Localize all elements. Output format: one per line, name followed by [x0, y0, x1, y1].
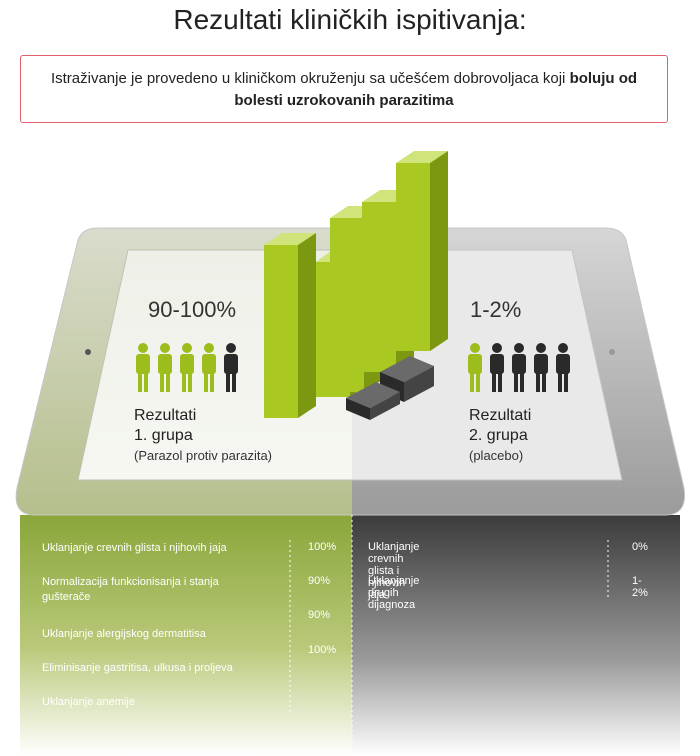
tablet-home-button-icon: [609, 349, 615, 355]
placebo-blocks: [346, 356, 434, 420]
table-row-value: 0%: [632, 541, 648, 553]
page-title: Rezultati kliničkih ispitivanja:: [173, 4, 527, 35]
person-icon: [136, 343, 150, 392]
group2-sublabel: (placebo): [469, 448, 524, 463]
notice-bold-text: boluju od bolesti uzrokovanih parazitima: [234, 70, 638, 109]
table-row-value: 100%: [308, 644, 337, 656]
table-row-label: Uklanjanje crevnih glista i njihovih jaj…: [368, 541, 420, 601]
left-results-panel: [20, 515, 352, 756]
person-icon: [468, 343, 482, 392]
person-icon: [556, 343, 570, 392]
group1-sublabel: (Parazol protiv parazita): [134, 448, 272, 463]
group2-label-line2: 2. grupa: [469, 427, 528, 444]
table-row-label: Eliminisanje gastritisa, ulkusa i prolje…: [42, 662, 233, 674]
table-row-label: Uklanjanje alergijskog dermatitisa: [42, 628, 206, 640]
person-icon: [180, 343, 194, 392]
table-row-label: Normalizacija funkcionisanja i stanja gu…: [42, 576, 219, 603]
person-icon: [490, 343, 504, 392]
table-row-value: 90%: [308, 575, 331, 587]
person-icon: [158, 343, 172, 392]
group2-label: Rezultati 2. grupa (placebo): [469, 406, 531, 466]
group2-people-icons: [468, 343, 570, 392]
group2-percent: 1-2%: [470, 297, 522, 322]
bar-chart-3d: [264, 151, 448, 418]
group2-label-line1: Rezultati: [469, 407, 532, 424]
study-notice: Istraživanje je provedeno u kliničkom ok…: [20, 55, 668, 123]
table-row-label: Uklanjanje drugih dijagnoza: [368, 575, 420, 611]
right-results-panel: [352, 515, 680, 756]
group1-label-line1: Rezultati: [134, 407, 197, 424]
group1-percent: 90-100%: [148, 297, 237, 322]
table-row-value: 1-2%: [632, 575, 648, 599]
notice-text: Istraživanje je provedeno u kliničkom ok…: [50, 70, 566, 87]
table-row-value: 100%: [308, 541, 337, 553]
table-row-value: 90%: [308, 609, 331, 621]
person-icon: [224, 343, 238, 392]
person-icon: [534, 343, 548, 392]
group1-label: Rezultati 1. grupa (Parazol protiv paraz…: [134, 406, 272, 466]
table-row-label: Uklanjanje anemije: [42, 696, 135, 708]
tablet-camera-icon: [85, 349, 91, 355]
bar-1: [264, 233, 316, 418]
bar-5: [396, 151, 448, 351]
person-icon: [202, 343, 216, 392]
table-row-label: Uklanjanje crevnih glista i njihovih jaj…: [42, 542, 227, 554]
group1-people-icons: [136, 343, 238, 392]
group1-label-line2: 1. grupa: [134, 427, 193, 444]
person-icon: [512, 343, 526, 392]
